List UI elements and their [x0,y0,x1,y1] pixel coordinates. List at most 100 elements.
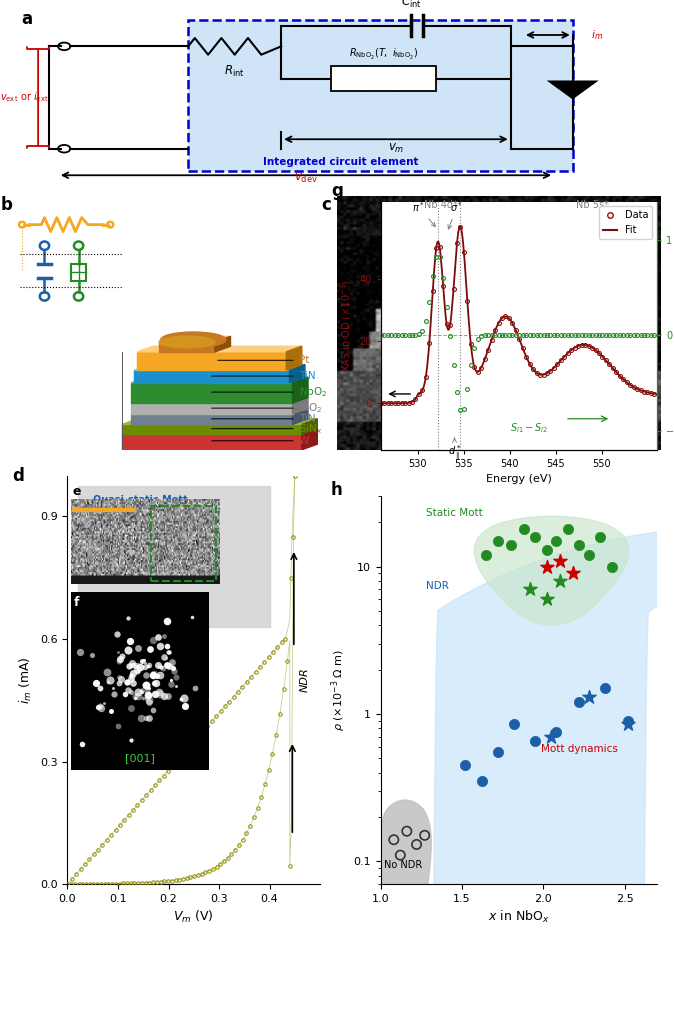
Fit [468,344,476,357]
X-axis label: $V_m$ (V): $V_m$ (V) [173,909,214,925]
Y-axis label: XAS in OD ($\times10^{-3}$): XAS in OD ($\times10^{-3}$) [339,279,354,372]
Point [551,533,561,549]
Polygon shape [134,370,289,383]
Text: c: c [321,196,331,214]
Point [600,679,611,696]
Ellipse shape [474,516,629,626]
Bar [331,66,436,91]
Text: f: f [73,596,79,609]
Ellipse shape [160,332,226,347]
Text: $v_{\rm dev}$: $v_{\rm dev}$ [294,172,318,185]
Point [551,724,561,740]
Line: Data: Data [379,224,656,405]
Data [623,376,631,389]
Data [547,365,555,377]
Point [481,547,492,564]
Text: No NDR: No NDR [384,860,423,870]
Point [493,533,503,549]
Point [493,743,503,760]
Text: Nb 5s*: Nb 5s* [576,200,609,210]
Text: $d_{\parallel}^*$: $d_{\parallel}^*$ [448,438,461,463]
Point [541,558,552,575]
Polygon shape [131,377,308,383]
Data [543,367,551,379]
Text: NDR: NDR [300,668,310,692]
Text: Mott dynamics: Mott dynamics [541,744,617,754]
Point [419,827,430,844]
Point [525,581,536,598]
Text: $v_m$: $v_m$ [388,143,404,155]
Bar [150,507,216,581]
Polygon shape [137,352,286,370]
Fit [551,360,559,372]
Text: d: d [12,467,24,486]
Y-axis label: $\rho$ ($\times10^{-3}\ \Omega$ m): $\rho$ ($\times10^{-3}\ \Omega$ m) [330,649,348,731]
Point [509,717,520,733]
Point [595,528,606,545]
Point [562,521,573,538]
Polygon shape [131,414,293,425]
Point [541,542,552,558]
Text: SiO$_2$: SiO$_2$ [605,313,654,327]
Point [574,694,584,710]
Bar [78,486,270,627]
Text: SiN$_x$: SiN$_x$ [212,422,322,435]
Point [506,537,516,553]
Text: $R_{\rm int}$: $R_{\rm int}$ [224,63,245,79]
Point [411,837,422,853]
X-axis label: $x$ in NbO$_x$: $x$ in NbO$_x$ [488,909,550,925]
Point [402,823,412,840]
Polygon shape [293,408,308,425]
Text: g: g [331,182,343,200]
Point [397,92,408,109]
Text: SiO$_2$: SiO$_2$ [212,401,322,415]
Text: TiN: TiN [212,371,315,382]
Data [568,344,576,357]
Text: [001]: [001] [125,753,155,763]
Point [554,573,565,589]
Fit [578,339,586,352]
Polygon shape [289,365,305,383]
Text: Static Mott: Static Mott [427,508,483,518]
Point [623,717,634,733]
Ellipse shape [159,336,215,347]
Polygon shape [122,434,302,450]
Ellipse shape [379,800,431,1008]
Polygon shape [131,403,293,414]
Fit [487,335,495,347]
Polygon shape [131,397,308,403]
Text: NbO$_2$: NbO$_2$ [605,277,654,291]
Text: $S_{i1}-S_{i2}$: $S_{i1}-S_{i2}$ [510,421,548,435]
Point [584,689,594,705]
Y-axis label: $i_m$ (mA): $i_m$ (mA) [18,656,34,704]
Text: $\sigma^*$: $\sigma^*$ [448,201,463,229]
Polygon shape [159,342,215,352]
Text: $R_{{\rm NbO}_2}(T,\ i_{{\rm NbO}_2})$: $R_{{\rm NbO}_2}(T,\ i_{{\rm NbO}_2})$ [349,47,418,62]
Text: h: h [331,481,343,498]
Data [456,220,464,233]
Point [554,552,565,569]
Point [623,712,634,729]
FancyBboxPatch shape [188,20,573,172]
Data [501,310,510,323]
Text: Quasi-static Mott
transition: the
missing dynamics: Quasi-static Mott transition: the missin… [93,494,191,528]
Point [460,757,470,773]
Text: $C_{\rm int}$: $C_{\rm int}$ [401,0,422,9]
Text: TiN: TiN [212,414,315,424]
Point [584,547,594,564]
Text: SiN$_x$: SiN$_x$ [605,353,654,367]
Point [477,772,487,789]
Point [395,847,406,863]
Polygon shape [122,429,317,434]
Point [432,58,443,74]
Text: $v_{\rm ext}$ or $i_{\rm ext}$: $v_{\rm ext}$ or $i_{\rm ext}$ [0,91,48,104]
Point [565,267,576,283]
Polygon shape [547,81,599,99]
Fit [456,220,464,233]
Text: W: W [212,435,309,446]
Polygon shape [215,336,231,352]
Text: NDR: NDR [427,581,449,591]
Point [546,729,557,746]
Point [518,521,529,538]
Text: TiN: TiN [605,335,654,345]
